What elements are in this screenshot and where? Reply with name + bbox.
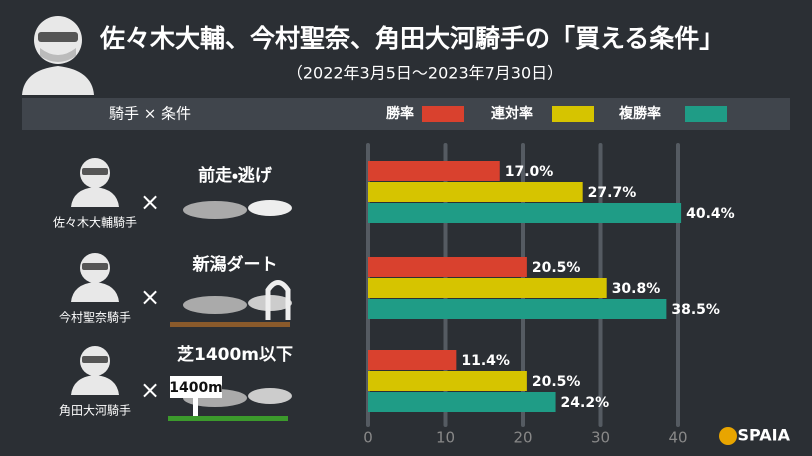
chart-title: 佐々木大輔、今村聖奈、角田大河騎手の「買える条件」 xyxy=(99,24,724,53)
jockey-goggles xyxy=(82,168,108,175)
bar xyxy=(368,350,457,370)
horse-icon xyxy=(248,200,292,216)
x-tick-label: 10 xyxy=(436,429,455,447)
ground xyxy=(170,322,290,327)
brand: SPAIA xyxy=(738,426,791,445)
bar xyxy=(368,182,583,202)
legend-swatch xyxy=(552,106,594,122)
value-label: 27.7% xyxy=(588,185,637,201)
legend-swatch xyxy=(422,106,464,122)
separator: × xyxy=(140,188,160,216)
bar xyxy=(368,161,500,181)
legend-swatch xyxy=(685,106,727,122)
chart-subtitle: （2022年3月5日～2023年7月30日） xyxy=(287,64,563,83)
horse-icon xyxy=(248,388,292,404)
value-label: 24.2% xyxy=(561,395,610,411)
value-label: 20.5% xyxy=(532,374,581,390)
sign-board xyxy=(170,376,222,398)
icons xyxy=(71,158,292,421)
turf xyxy=(168,416,288,421)
jockey-name: 佐々木大輔騎手 xyxy=(53,216,137,230)
horse-icon xyxy=(183,296,247,314)
legend-label: 複勝率 xyxy=(618,105,661,122)
value-label: 40.4% xyxy=(686,206,735,222)
legend-label: 連対率 xyxy=(491,105,533,122)
jockey-name: 今村聖奈騎手 xyxy=(59,310,131,325)
horse-icon xyxy=(183,201,247,219)
condition-label: 前走・逃げ xyxy=(198,165,273,186)
jockey-goggles xyxy=(82,356,108,363)
condition-label: 芝1400m以下 xyxy=(177,344,293,365)
condition-label: 新潟ダート xyxy=(192,254,278,275)
jockey-body xyxy=(71,187,119,207)
header-bar xyxy=(22,98,790,130)
x-tick-label: 30 xyxy=(591,429,610,447)
x-tick-label: 40 xyxy=(668,429,687,447)
bar xyxy=(368,278,607,298)
bar xyxy=(368,299,667,319)
value-label: 30.8% xyxy=(612,281,661,297)
value-label: 20.5% xyxy=(532,260,581,276)
bar xyxy=(368,203,682,223)
title-jockey-icon xyxy=(22,16,94,95)
jockey-name: 角田大河騎手 xyxy=(59,404,131,418)
brand-logo xyxy=(719,427,737,445)
bar xyxy=(368,371,527,391)
x-tick-label: 0 xyxy=(363,429,373,447)
sign-post xyxy=(193,398,198,416)
value-label: 17.0% xyxy=(505,164,554,180)
separator: × xyxy=(140,283,160,311)
horseshoe-icon xyxy=(265,280,291,320)
value-label: 38.5% xyxy=(671,302,720,318)
legend-label: 勝率 xyxy=(386,105,414,122)
value-label: 11.4% xyxy=(461,353,510,369)
jockey-goggles xyxy=(82,263,108,270)
header-label: 騎手 × 条件 xyxy=(109,105,191,123)
bar xyxy=(368,392,556,412)
jockey-body xyxy=(71,375,119,395)
sign-text: 1400m xyxy=(169,380,223,396)
separator: × xyxy=(140,376,160,404)
x-tick-label: 20 xyxy=(513,429,532,447)
jockey-body xyxy=(71,282,119,302)
bar xyxy=(368,257,527,277)
